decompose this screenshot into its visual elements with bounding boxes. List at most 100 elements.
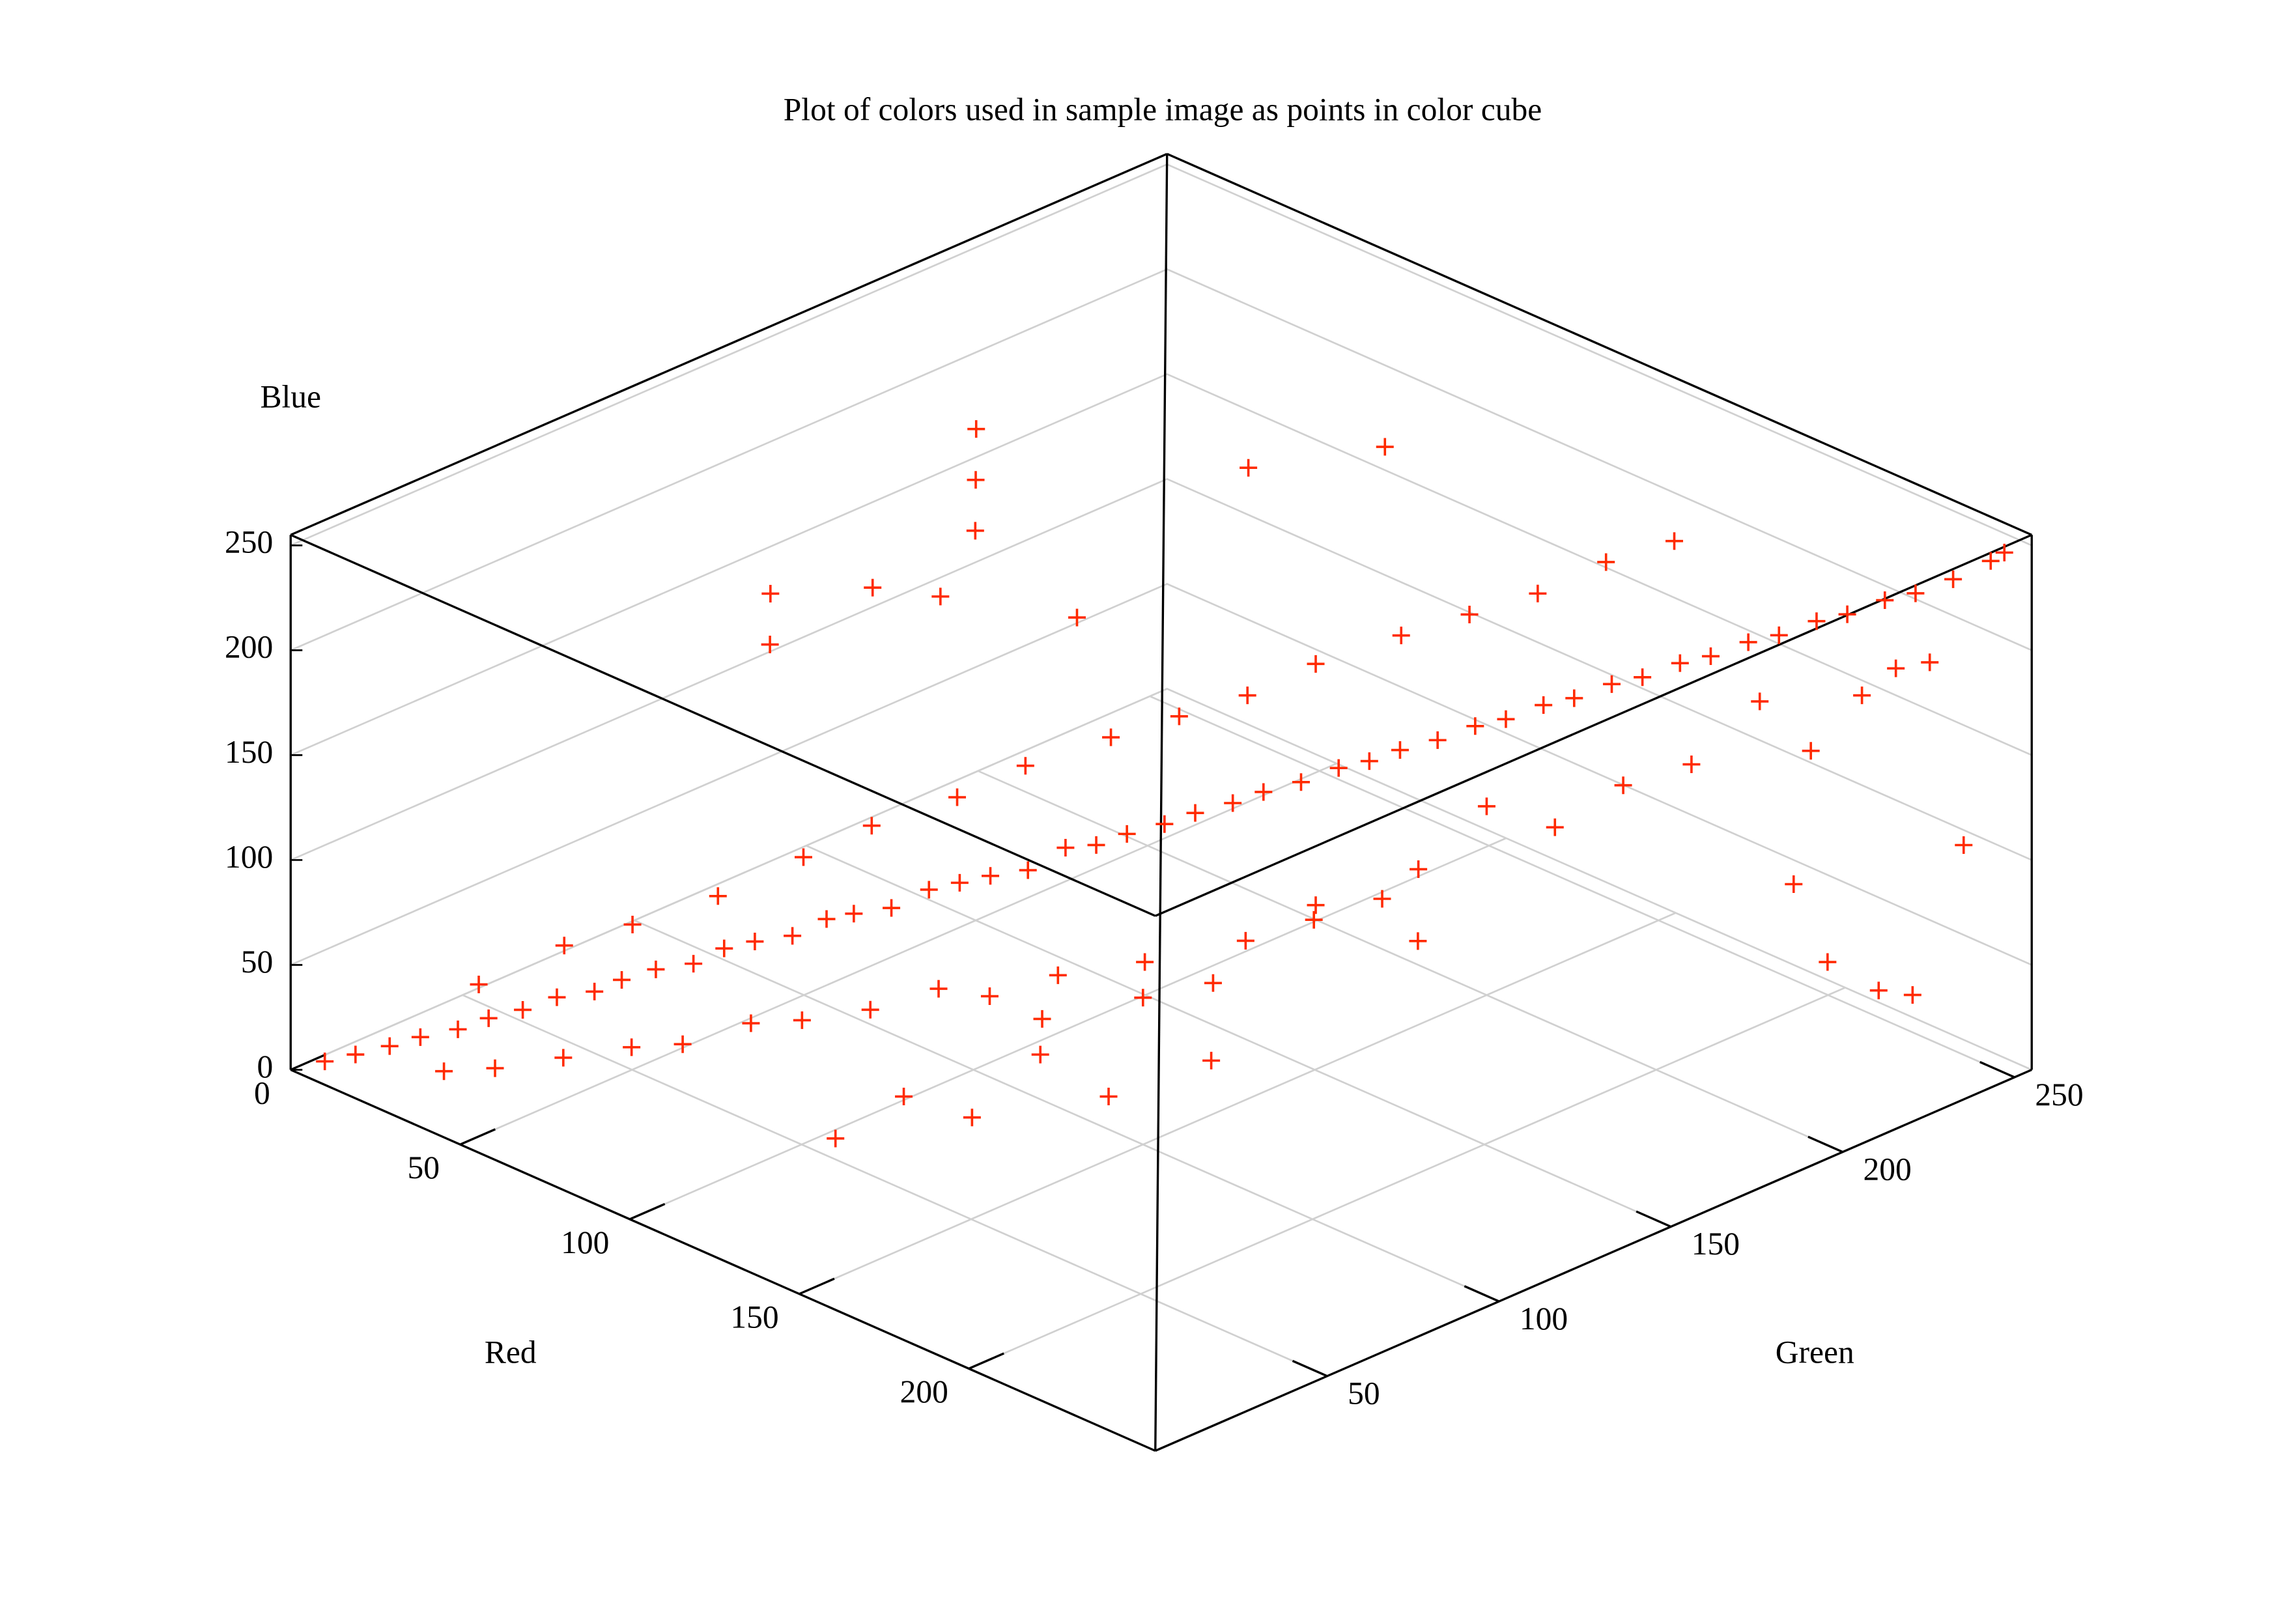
axis-line: [1155, 1068, 2032, 1452]
grid-line: [460, 762, 1337, 1146]
grid-line: [799, 912, 1677, 1295]
point: [950, 873, 969, 892]
point: [1614, 776, 1632, 795]
point: [1466, 717, 1484, 735]
point: [647, 960, 665, 978]
z-tick-label: 250: [225, 524, 273, 560]
point: [1240, 459, 1258, 477]
point: [1701, 647, 1720, 666]
point: [1981, 552, 2000, 570]
point: [963, 1109, 981, 1127]
grid-line: [290, 477, 2032, 861]
point: [1634, 668, 1652, 686]
point: [1224, 794, 1242, 812]
tick-mark: [968, 1352, 1004, 1370]
tick-mark: [1636, 1210, 1671, 1228]
point: [555, 937, 573, 955]
axis-line: [1154, 154, 1169, 1451]
y-tick-label: 250: [2035, 1077, 2083, 1112]
point: [1305, 911, 1323, 929]
point: [861, 1000, 879, 1019]
point: [895, 1088, 913, 1106]
point: [1955, 836, 1973, 855]
point: [1428, 731, 1447, 749]
point: [1802, 742, 1820, 760]
point: [1739, 633, 1757, 651]
x-tick-label: 50: [408, 1150, 440, 1185]
point: [1460, 605, 1479, 623]
x-tick-label: 0: [254, 1075, 270, 1110]
tick-mark: [1464, 1285, 1500, 1303]
grid-line: [290, 688, 1168, 1071]
point: [1376, 438, 1394, 456]
point: [1170, 707, 1188, 726]
point: [1409, 932, 1427, 950]
z-axis-label: Blue: [261, 379, 322, 415]
points: [316, 420, 2013, 1148]
point: [1019, 861, 1037, 879]
point: [967, 471, 985, 489]
point: [1770, 626, 1788, 644]
point: [1236, 931, 1254, 950]
point: [761, 584, 780, 602]
grid-line: [629, 837, 1507, 1221]
point: [784, 927, 802, 945]
grid-line: [290, 373, 2032, 756]
point: [1477, 797, 1495, 815]
point: [380, 1037, 399, 1055]
point: [1887, 659, 1905, 677]
point: [1671, 654, 1689, 672]
point: [1906, 584, 1925, 602]
point: [486, 1059, 504, 1077]
point: [1155, 815, 1174, 833]
grid-line: [290, 582, 2032, 966]
point: [793, 1011, 811, 1029]
point: [920, 881, 938, 899]
point: [1118, 825, 1136, 843]
point: [1535, 696, 1553, 714]
x-axis-label: Red: [485, 1335, 537, 1370]
point: [1497, 710, 1515, 728]
point: [1995, 543, 2013, 561]
point: [1307, 896, 1325, 914]
point: [1373, 890, 1391, 908]
grid-line: [968, 987, 1846, 1370]
point: [316, 1053, 334, 1071]
point: [1049, 966, 1067, 984]
point: [479, 1009, 498, 1027]
y-tick-label: 100: [1520, 1301, 1568, 1336]
x-tick-label: 100: [561, 1224, 609, 1260]
tick-mark: [459, 1128, 496, 1146]
point: [715, 939, 733, 957]
point: [980, 987, 999, 1006]
point: [1099, 1088, 1118, 1106]
point: [1254, 783, 1273, 801]
point: [1602, 675, 1621, 693]
tick-mark: [629, 1202, 666, 1221]
point: [966, 522, 984, 540]
point: [845, 905, 863, 923]
chart-title: Plot of colors used in sample image as p…: [784, 92, 1542, 128]
point: [864, 578, 882, 597]
axis-line: [290, 152, 1168, 536]
point: [1921, 653, 1939, 672]
z-tick-label: 150: [225, 734, 273, 770]
point: [554, 1049, 573, 1067]
point: [883, 899, 901, 917]
point: [1134, 989, 1152, 1007]
point: [1565, 689, 1583, 707]
point: [1238, 686, 1256, 705]
point: [1785, 875, 1803, 893]
point: [470, 975, 488, 993]
point: [449, 1020, 467, 1038]
point: [794, 848, 812, 866]
point: [746, 933, 764, 951]
x-tick-label: 150: [730, 1299, 778, 1335]
point: [1087, 836, 1105, 854]
axis-line: [290, 1068, 1156, 1452]
axis-line: [290, 533, 1156, 917]
point: [623, 915, 642, 933]
point: [1876, 591, 1894, 610]
labels: Plot of colors used in sample image as p…: [261, 92, 1854, 1370]
z-tick-label: 200: [225, 629, 273, 665]
